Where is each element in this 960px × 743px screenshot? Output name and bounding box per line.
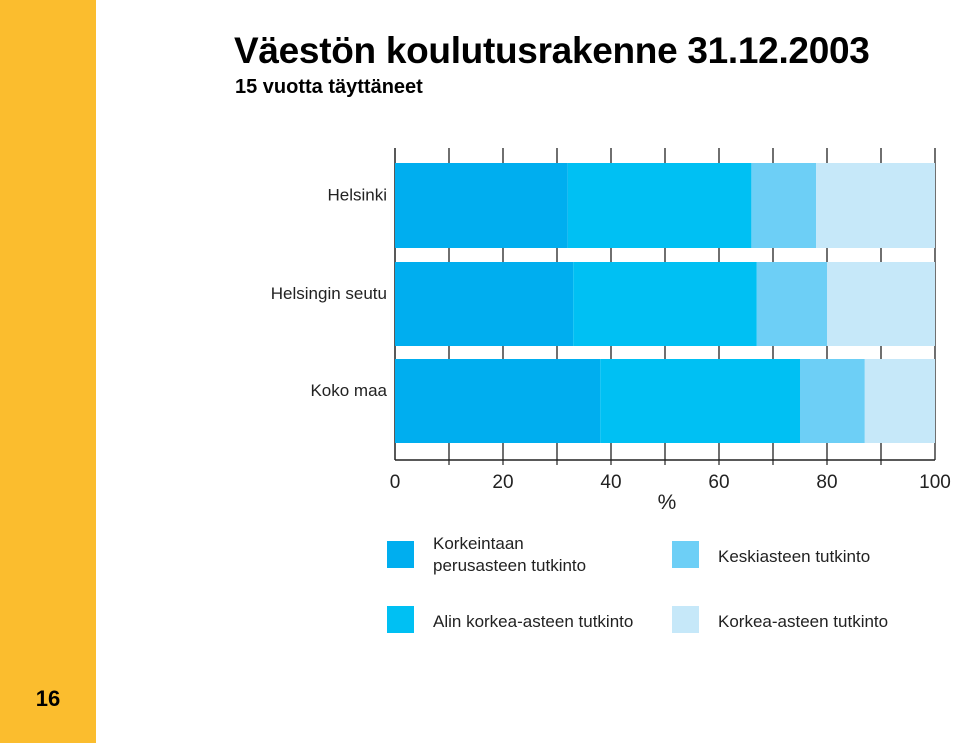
x-tick-label: 100 bbox=[919, 472, 951, 493]
legend-swatch bbox=[387, 606, 414, 633]
chart-subtitle: 15 vuotta täyttäneet bbox=[235, 76, 423, 98]
chart-title: Väestön koulutusrakenne 31.12.2003 bbox=[234, 30, 870, 71]
category-label: Koko maa bbox=[310, 381, 387, 400]
bar-segment bbox=[395, 359, 601, 443]
x-tick-label: 40 bbox=[600, 472, 621, 493]
side-bar bbox=[0, 0, 96, 743]
bar-segment bbox=[816, 163, 935, 248]
bar-segment bbox=[827, 262, 935, 346]
legend-swatch bbox=[672, 541, 699, 568]
x-tick-label: 60 bbox=[708, 472, 729, 493]
bar-segment bbox=[800, 359, 865, 443]
category-label: Helsingin seutu bbox=[271, 284, 387, 303]
page-number: 16 bbox=[35, 686, 61, 711]
legend-swatch bbox=[672, 606, 699, 633]
x-tick-label: 80 bbox=[816, 472, 837, 493]
bar-segment bbox=[864, 359, 935, 443]
legend-label: Korkeintaan perusasteen tutkinto bbox=[433, 534, 586, 575]
bar-segment bbox=[567, 163, 752, 248]
x-tick-label: 0 bbox=[390, 472, 401, 493]
x-axis-label: % bbox=[658, 491, 677, 514]
bar-segment bbox=[600, 359, 800, 443]
legend-label: Korkea-asteen tutkinto bbox=[718, 612, 888, 631]
bar-segment bbox=[751, 163, 817, 248]
legend-label: Keskiasteen tutkinto bbox=[718, 547, 870, 566]
legend-label: Alin korkea-asteen tutkinto bbox=[433, 612, 633, 631]
category-label: Helsinki bbox=[327, 186, 387, 205]
bar-segment bbox=[756, 262, 827, 346]
x-tick-label: 20 bbox=[492, 472, 513, 493]
bar-segment bbox=[573, 262, 757, 346]
bar-segment bbox=[395, 163, 568, 248]
bar-segment bbox=[395, 262, 574, 346]
legend-swatch bbox=[387, 541, 414, 568]
